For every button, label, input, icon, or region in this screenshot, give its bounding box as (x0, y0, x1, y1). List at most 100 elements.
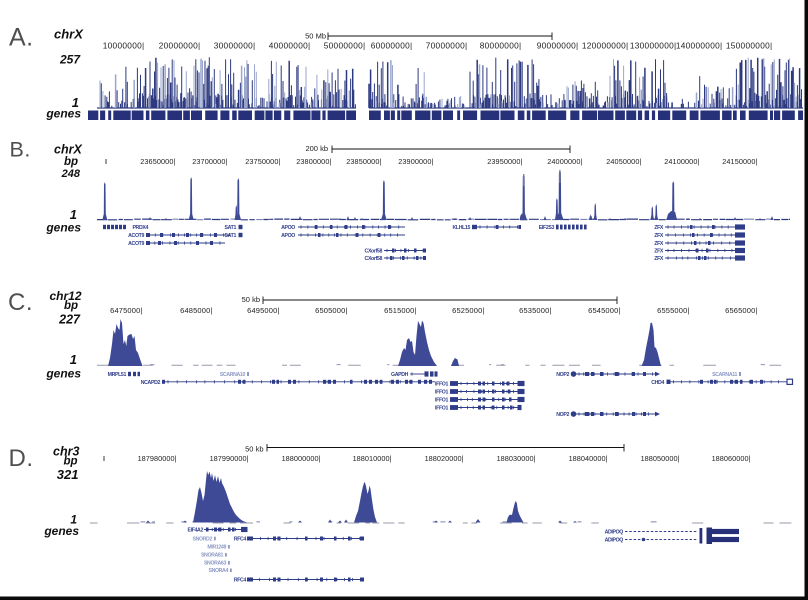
svg-text:188030000|: 188030000| (497, 454, 536, 463)
svg-text:ZFX: ZFX (654, 256, 664, 262)
svg-text:23750000|: 23750000| (245, 157, 280, 166)
svg-text:ZFX: ZFX (654, 249, 664, 255)
svg-text:genes: genes (43, 524, 79, 538)
svg-text:ACOT9: ACOT9 (128, 233, 144, 239)
svg-text:bp: bp (64, 300, 78, 312)
svg-text:1: 1 (70, 352, 77, 367)
svg-text:bp: bp (63, 456, 77, 468)
svg-text:188040000|: 188040000| (569, 454, 608, 463)
svg-text:1: 1 (70, 207, 77, 222)
svg-text:6525000|: 6525000| (452, 306, 484, 315)
svg-text:140000000|: 140000000| (676, 41, 723, 51)
svg-text:187990000|: 187990000| (210, 454, 249, 463)
svg-text:6535000|: 6535000| (519, 306, 551, 315)
svg-text:SNORD2: SNORD2 (192, 537, 212, 543)
svg-text:6515000|: 6515000| (384, 306, 416, 315)
svg-text:SAT1: SAT1 (225, 233, 237, 239)
svg-text:D.: D. (9, 445, 34, 472)
svg-text:NOP2: NOP2 (556, 372, 569, 378)
svg-text:50 kb: 50 kb (245, 445, 263, 454)
svg-text:NOP2: NOP2 (556, 412, 569, 418)
svg-text:24100000|: 24100000| (664, 157, 699, 166)
svg-text:genes: genes (45, 221, 81, 235)
svg-text:23850000|: 23850000| (346, 157, 381, 166)
svg-text:ZFX: ZFX (654, 225, 664, 231)
svg-text:bp: bp (64, 156, 78, 168)
svg-text:24150000|: 24150000| (722, 157, 757, 166)
svg-text:130000000|: 130000000| (630, 41, 677, 51)
svg-text:SNORA4: SNORA4 (208, 568, 228, 574)
svg-text:C.: C. (8, 289, 33, 316)
svg-text:188010000|: 188010000| (353, 454, 392, 463)
svg-text:CHD4: CHD4 (651, 380, 664, 386)
svg-text:188000000|: 188000000| (282, 454, 321, 463)
svg-text:80000000|: 80000000| (480, 41, 522, 51)
svg-text:23800000|: 23800000| (296, 157, 331, 166)
svg-text:6485000|: 6485000| (180, 306, 212, 315)
svg-text:6545000|: 6545000| (588, 306, 620, 315)
svg-text:IFFO1: IFFO1 (435, 382, 448, 388)
svg-text:150000000|: 150000000| (726, 41, 773, 51)
svg-text:248: 248 (61, 168, 81, 180)
svg-text:PRDX4: PRDX4 (132, 225, 148, 231)
svg-text:ADIPOQ: ADIPOQ (605, 538, 624, 544)
svg-text:6475000|: 6475000| (110, 306, 142, 315)
svg-text:24050000|: 24050000| (606, 157, 641, 166)
svg-text:IFFO1: IFFO1 (435, 390, 448, 396)
svg-text:chrX: chrX (54, 143, 82, 157)
svg-text:SNORA81: SNORA81 (201, 553, 224, 559)
svg-text:APOO: APOO (281, 233, 295, 239)
svg-text:23950000|: 23950000| (487, 157, 522, 166)
svg-text:24000000|: 24000000| (547, 157, 582, 166)
svg-text:6555000|: 6555000| (657, 306, 689, 315)
svg-text:30000000|: 30000000| (214, 41, 256, 51)
svg-text:B.: B. (10, 137, 31, 161)
svg-text:6495000|: 6495000| (247, 306, 279, 315)
svg-text:188060000|: 188060000| (712, 454, 751, 463)
svg-text:EIF2S3: EIF2S3 (539, 225, 555, 231)
svg-text:ACOT9: ACOT9 (128, 241, 144, 247)
svg-text:KLHL15: KLHL15 (452, 225, 470, 231)
svg-text:A.: A. (9, 24, 34, 52)
svg-text:APOO: APOO (281, 225, 295, 231)
svg-text:321: 321 (57, 467, 79, 482)
svg-text:6505000|: 6505000| (315, 306, 347, 315)
svg-text:CXorf58: CXorf58 (365, 256, 383, 262)
svg-text:23700000|: 23700000| (192, 157, 227, 166)
svg-text:chr12: chr12 (50, 289, 82, 303)
svg-text:20000000|: 20000000| (159, 41, 201, 51)
svg-text:40000000|: 40000000| (269, 41, 311, 51)
svg-text:1: 1 (72, 95, 79, 110)
svg-text:50000000|: 50000000| (324, 41, 366, 51)
svg-text:RFC4: RFC4 (234, 537, 247, 543)
svg-text:chr3: chr3 (53, 444, 79, 458)
svg-text:1: 1 (70, 513, 77, 527)
svg-text:NCAPD2: NCAPD2 (141, 380, 161, 386)
svg-text:70000000|: 70000000| (426, 41, 468, 51)
svg-text:SNORA63: SNORA63 (204, 561, 227, 567)
svg-text:SCARNA10: SCARNA10 (220, 372, 246, 378)
svg-text:188050000|: 188050000| (641, 454, 680, 463)
svg-text:ADIPOQ: ADIPOQ (605, 530, 624, 536)
svg-text:50 Mb: 50 Mb (305, 32, 326, 41)
svg-text:ZFX: ZFX (654, 241, 664, 247)
svg-text:10000000|: 10000000| (103, 41, 145, 51)
svg-text:257: 257 (59, 52, 81, 66)
svg-text:120000000|: 120000000| (582, 41, 629, 51)
svg-text:CXorf58: CXorf58 (365, 249, 383, 255)
svg-text:60000000|: 60000000| (371, 41, 413, 51)
svg-text:187980000|: 187980000| (138, 454, 177, 463)
svg-text:227: 227 (58, 312, 81, 326)
svg-text:50 kb: 50 kb (242, 295, 260, 304)
svg-text:23650000|: 23650000| (140, 157, 175, 166)
svg-text:MIR1248: MIR1248 (207, 545, 226, 551)
svg-text:genes: genes (45, 367, 81, 381)
svg-text:ZFX: ZFX (654, 233, 664, 239)
svg-text:MRPL51: MRPL51 (108, 372, 127, 378)
svg-text:RFC4: RFC4 (234, 578, 247, 584)
svg-text:SCARNA11: SCARNA11 (712, 372, 737, 378)
svg-text:SAT1: SAT1 (225, 225, 237, 231)
svg-text:GAPDH: GAPDH (391, 372, 409, 378)
svg-text:genes: genes (45, 107, 81, 121)
svg-text:90000000|: 90000000| (537, 41, 579, 51)
